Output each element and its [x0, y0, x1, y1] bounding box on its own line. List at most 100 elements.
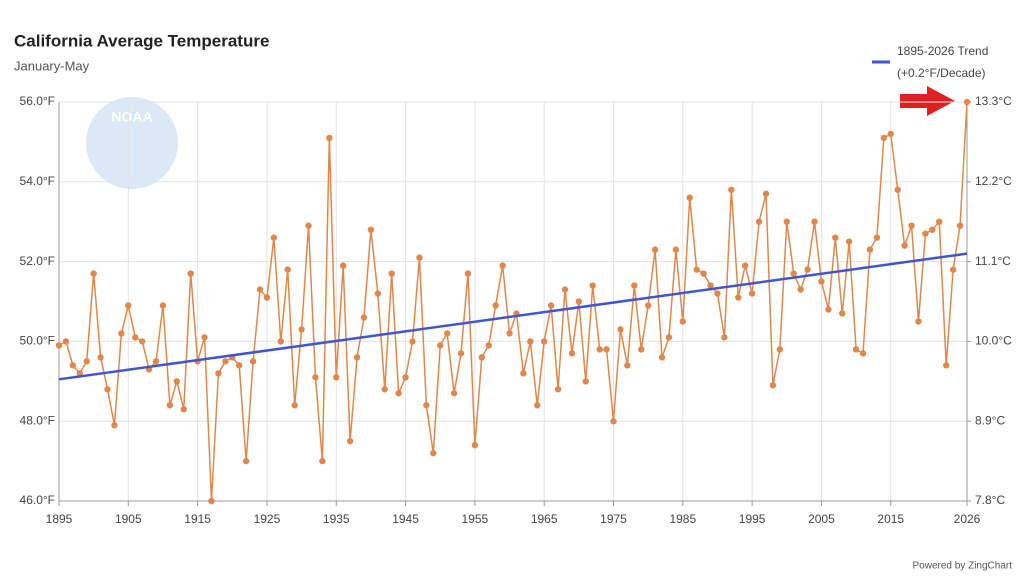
y2-tick-label: 7.8°C	[975, 493, 1005, 507]
data-point	[700, 270, 707, 277]
x-tick-label: 1945	[392, 512, 419, 526]
data-point	[859, 350, 867, 357]
data-point	[852, 346, 860, 353]
y-tick-label: 50.0°F	[20, 334, 55, 348]
data-point	[506, 330, 513, 337]
data-point	[402, 374, 409, 381]
x-tick-label: 1965	[531, 512, 558, 526]
logo	[86, 97, 178, 189]
data-point	[631, 282, 638, 289]
data-point	[755, 218, 763, 225]
data-point	[894, 186, 901, 193]
data-point	[423, 402, 430, 409]
data-point	[825, 306, 832, 313]
data-point	[367, 226, 375, 233]
data-point	[956, 222, 964, 229]
data-point	[485, 342, 492, 349]
data-point	[263, 294, 271, 301]
data-point	[416, 254, 423, 261]
data-point	[326, 134, 333, 142]
data-point	[880, 134, 888, 142]
chart-subtitle: January-May	[14, 58, 90, 73]
data-point	[866, 246, 874, 253]
x-tick-label: 2005	[808, 512, 835, 526]
data-point	[298, 326, 305, 333]
x-tick-label: 1925	[254, 512, 281, 526]
data-point	[721, 334, 728, 341]
data-point	[284, 266, 291, 273]
chart-title: California Average Temperature	[14, 31, 269, 50]
data-point	[845, 238, 853, 245]
y-tick-label: 56.0°F	[20, 94, 55, 108]
data-point	[679, 318, 687, 325]
data-point	[651, 246, 659, 253]
arrow	[900, 86, 955, 116]
data-point	[138, 338, 146, 345]
x-tick-label: 2026	[954, 512, 981, 526]
data-point	[658, 354, 666, 361]
data-point	[374, 290, 382, 297]
data-point	[582, 378, 589, 385]
data-point	[540, 338, 548, 345]
data-point	[811, 218, 818, 225]
data-point	[762, 190, 770, 197]
credit: Powered by ZingChart	[913, 561, 1013, 572]
data-point	[638, 346, 645, 353]
data-point	[776, 346, 784, 353]
data-point	[457, 350, 465, 357]
data-point	[936, 218, 943, 225]
data-point	[166, 402, 174, 409]
data-point	[395, 390, 402, 397]
data-point	[187, 270, 194, 277]
data-point	[797, 286, 804, 293]
data-point	[152, 358, 160, 365]
data-point	[55, 342, 63, 349]
data-point	[132, 334, 139, 341]
x-tick-label: 1905	[115, 512, 142, 526]
y2-tick-label: 12.2°C	[975, 174, 1012, 188]
legend-label: 1895-2026 Trend	[897, 44, 988, 58]
data-point	[118, 330, 125, 337]
data-point	[520, 370, 527, 377]
data-point	[728, 186, 735, 193]
data-point	[596, 346, 603, 353]
data-point	[83, 358, 90, 365]
data-point	[769, 382, 777, 389]
data-point	[333, 374, 340, 381]
data-point	[430, 449, 437, 457]
data-point	[929, 226, 936, 233]
data-point	[908, 222, 915, 229]
data-point	[76, 370, 83, 377]
data-point	[388, 270, 395, 277]
data-point	[644, 302, 652, 309]
data-point	[291, 402, 298, 409]
y-tick-label: 46.0°F	[20, 493, 55, 507]
data-point	[839, 310, 846, 317]
data-point	[693, 266, 700, 273]
data-point	[832, 234, 839, 241]
data-point	[818, 278, 825, 285]
data-point	[617, 326, 624, 333]
y2-tick-label: 11.1°C	[975, 254, 1011, 268]
data-point	[527, 338, 534, 345]
y2-tick-label: 13.3°C	[975, 94, 1012, 108]
data-point	[735, 294, 742, 301]
y-tick-label: 52.0°F	[20, 254, 55, 268]
data-point	[561, 286, 569, 293]
y2-tick-label: 8.9°C	[975, 413, 1005, 427]
data-point	[714, 290, 721, 297]
data-point	[312, 374, 319, 381]
data-point	[346, 437, 354, 445]
data-point	[624, 362, 631, 369]
data-point	[277, 338, 285, 345]
x-tick-label: 1915	[184, 512, 211, 526]
data-point	[111, 421, 118, 429]
data-point	[783, 218, 790, 225]
data-point	[922, 230, 929, 237]
data-point	[464, 270, 472, 277]
data-point	[741, 262, 749, 269]
data-point	[270, 234, 278, 241]
data-point	[437, 342, 444, 349]
legend-note: (+0.2°F/Decade)	[897, 66, 986, 80]
